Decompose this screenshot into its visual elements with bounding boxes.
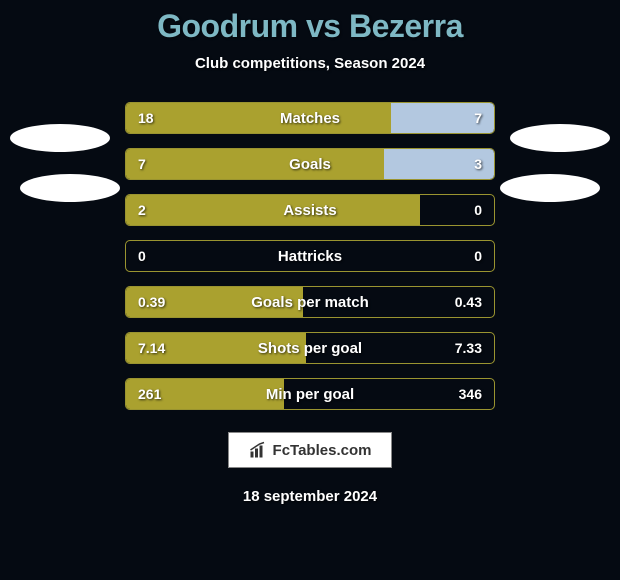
stat-label: Hattricks (278, 248, 342, 265)
stat-label: Goals per match (251, 294, 369, 311)
stat-row-hattricks: 0 Hattricks 0 (125, 240, 495, 272)
chart-icon (249, 441, 267, 459)
stat-row-goals-per-match: 0.39 Goals per match 0.43 (125, 286, 495, 318)
stat-value-right: 0 (474, 248, 482, 264)
stat-value-left: 2 (138, 202, 146, 218)
stat-value-right: 7 (474, 110, 482, 126)
stat-value-left: 0 (138, 248, 146, 264)
stats-container: 18 Matches 7 7 Goals 3 2 Assists 0 0 Hat… (0, 102, 620, 410)
bar-left (126, 103, 391, 133)
stat-value-left: 261 (138, 386, 161, 402)
stat-label: Min per goal (266, 386, 354, 403)
stat-row-assists: 2 Assists 0 (125, 194, 495, 226)
page-title: Goodrum vs Bezerra (157, 8, 463, 45)
stat-row-min-per-goal: 261 Min per goal 346 (125, 378, 495, 410)
logo-box[interactable]: FcTables.com (228, 432, 393, 468)
stat-label: Shots per goal (258, 340, 362, 357)
bar-left (126, 195, 420, 225)
stat-value-left: 7.14 (138, 340, 165, 356)
bar-left (126, 149, 384, 179)
stat-value-right: 0.43 (455, 294, 482, 310)
logo-text: FcTables.com (273, 442, 372, 459)
main-container: Goodrum vs Bezerra Club competitions, Se… (0, 0, 620, 580)
stat-value-right: 0 (474, 202, 482, 218)
stat-label: Assists (283, 202, 336, 219)
stat-value-right: 3 (474, 156, 482, 172)
stat-value-left: 0.39 (138, 294, 165, 310)
stat-value-right: 7.33 (455, 340, 482, 356)
stat-value-left: 7 (138, 156, 146, 172)
stat-row-matches: 18 Matches 7 (125, 102, 495, 134)
date: 18 september 2024 (243, 488, 377, 505)
stat-row-goals: 7 Goals 3 (125, 148, 495, 180)
subtitle: Club competitions, Season 2024 (195, 55, 425, 72)
stat-row-shots-per-goal: 7.14 Shots per goal 7.33 (125, 332, 495, 364)
stat-label: Goals (289, 156, 331, 173)
stat-label: Matches (280, 110, 340, 127)
stat-value-right: 346 (459, 386, 482, 402)
stat-value-left: 18 (138, 110, 154, 126)
